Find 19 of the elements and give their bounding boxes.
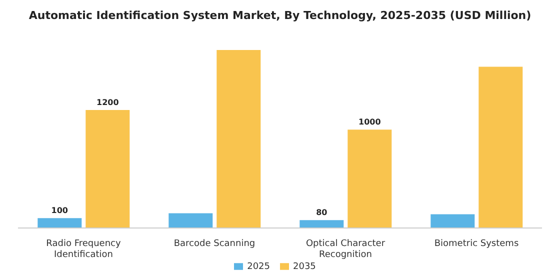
data-label: 1000 <box>358 118 382 127</box>
x-tick-label: Optical Character Recognition <box>306 239 386 260</box>
bar <box>300 220 344 228</box>
bar <box>478 66 523 228</box>
data-label: 80 <box>316 208 328 218</box>
chart-title: Automatic Identification System Market, By Technology, 2025-2035 (USD Million) <box>28 8 532 24</box>
data-label: 1200 <box>96 98 120 107</box>
legend-label: 2035 <box>293 262 316 272</box>
bar <box>430 214 475 228</box>
bar <box>348 130 392 228</box>
bar <box>38 218 82 228</box>
legend-label: 2025 <box>247 262 270 272</box>
data-label: 100 <box>51 206 68 216</box>
bar <box>86 110 130 228</box>
bar <box>168 213 213 228</box>
x-tick-label: Barcode Scanning <box>174 239 256 249</box>
x-tick-label: Radio Frequency Identification <box>46 239 122 260</box>
x-tick-label: Biometric Systems <box>434 239 519 249</box>
bar <box>216 50 261 228</box>
